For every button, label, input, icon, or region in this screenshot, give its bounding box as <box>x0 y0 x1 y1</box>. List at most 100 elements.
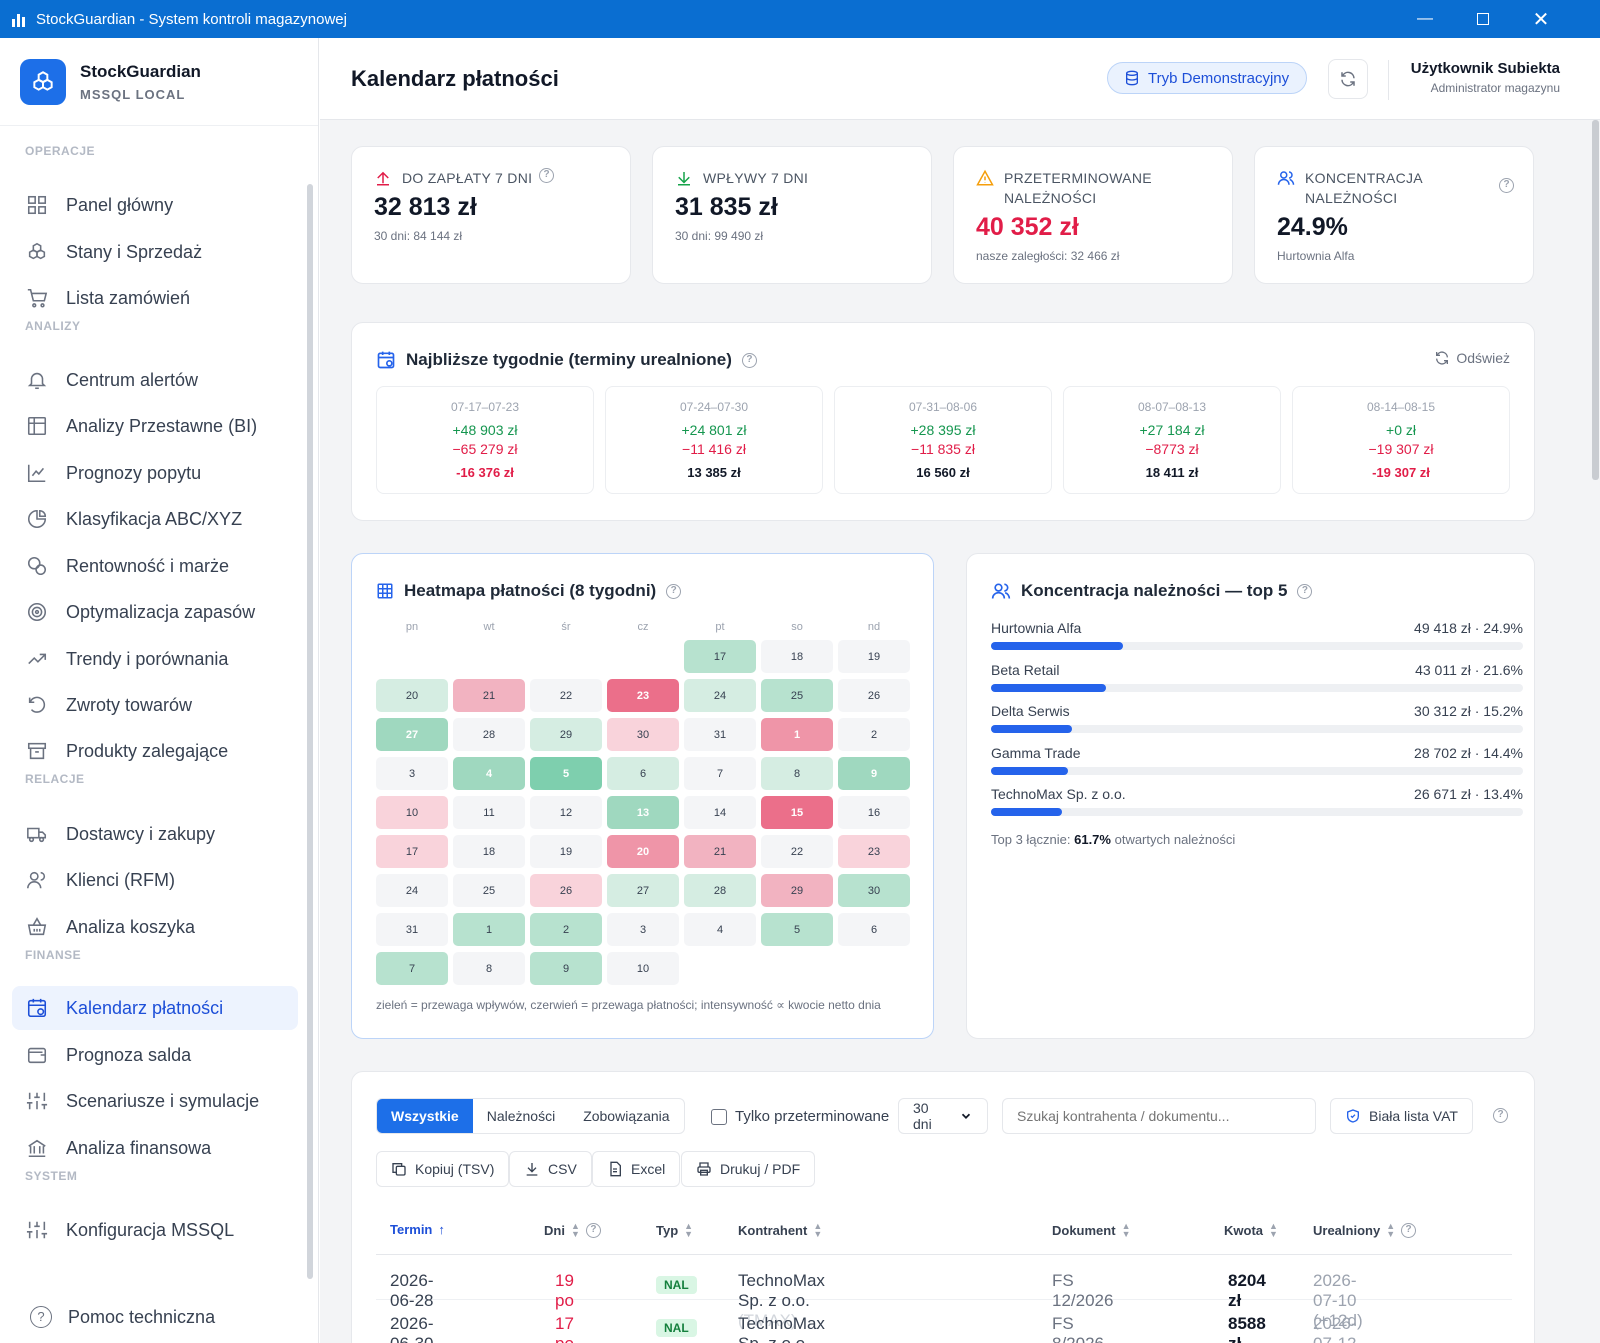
sidebar-item-zwroty-towar-w[interactable]: Zwroty towarów <box>12 683 298 727</box>
heatmap-day-cell[interactable]: 5 <box>761 913 833 946</box>
weeks-refresh-button[interactable]: Odśwież <box>1434 350 1510 366</box>
sidebar-item-panel-g-wny[interactable]: Panel główny <box>12 183 298 227</box>
main-scrollbar[interactable] <box>1592 120 1599 480</box>
sidebar-item-kalendarz-p-atno-ci[interactable]: Kalendarz płatności <box>12 986 298 1030</box>
heatmap-day-cell[interactable]: 16 <box>838 796 910 829</box>
export-button[interactable]: CSV <box>509 1151 592 1187</box>
sidebar-item-dostawcy-i-zakupy[interactable]: Dostawcy i zakupy <box>12 812 298 856</box>
heatmap-day-cell[interactable]: 9 <box>838 757 910 790</box>
heatmap-day-cell[interactable]: 9 <box>530 952 602 985</box>
heatmap-day-cell[interactable]: 27 <box>376 718 448 751</box>
heatmap-day-cell[interactable]: 13 <box>607 796 679 829</box>
heatmap-day-cell[interactable]: 27 <box>607 874 679 907</box>
heatmap-day-cell[interactable]: 24 <box>376 874 448 907</box>
minimize-button[interactable]: — <box>1417 10 1433 27</box>
help-icon[interactable]: ? <box>1401 1222 1417 1238</box>
column-header[interactable]: Typ ▲ ▼ <box>656 1222 693 1239</box>
heatmap-day-cell[interactable]: 19 <box>838 640 910 673</box>
sidebar-item-optymalizacja-zapas-w[interactable]: Optymalizacja zapasów <box>12 590 298 634</box>
heatmap-day-cell[interactable]: 4 <box>684 913 756 946</box>
export-button[interactable]: Excel <box>592 1151 681 1187</box>
close-button[interactable]: ✕ <box>1532 8 1550 31</box>
help-icon[interactable]: ? <box>539 168 554 183</box>
sidebar-item-klienci-rfm[interactable]: Klienci (RFM) <box>12 858 298 902</box>
refresh-button[interactable] <box>1328 59 1368 99</box>
heatmap-day-cell[interactable]: 3 <box>607 913 679 946</box>
sidebar-item-analiza-finansowa[interactable]: Analiza finansowa <box>12 1126 298 1170</box>
user-info[interactable]: Użytkownik Subiekta Administrator magazy… <box>1411 60 1560 95</box>
sidebar-item-analizy-przestawne-bi[interactable]: Analizy Przestawne (BI) <box>12 404 298 448</box>
sidebar-item-rentowno-i-mar-e[interactable]: Rentowność i marże <box>12 544 298 588</box>
heatmap-day-cell[interactable]: 7 <box>684 757 756 790</box>
heatmap-day-cell[interactable]: 22 <box>530 679 602 712</box>
heatmap-day-cell[interactable]: 22 <box>761 835 833 868</box>
sidebar-item-produkty-zalegaj-ce[interactable]: Produkty zalegające <box>12 729 298 773</box>
column-header[interactable]: Kontrahent ▲ ▼ <box>738 1222 822 1239</box>
heatmap-day-cell[interactable]: 3 <box>376 757 448 790</box>
sidebar-item-analiza-koszyka[interactable]: Analiza koszyka <box>12 905 298 949</box>
sidebar-item-klasyfikacja-abc-xyz[interactable]: Klasyfikacja ABC/XYZ <box>12 497 298 541</box>
heatmap-day-cell[interactable]: 31 <box>376 913 448 946</box>
help-icon[interactable]: ? <box>666 583 682 599</box>
help-icon[interactable]: ? <box>741 352 757 368</box>
heatmap-day-cell[interactable]: 5 <box>530 757 602 790</box>
heatmap-day-cell[interactable]: 17 <box>376 835 448 868</box>
heatmap-day-cell[interactable]: 2 <box>530 913 602 946</box>
sidebar-item-prognoza-salda[interactable]: Prognoza salda <box>12 1033 298 1077</box>
period-select[interactable]: 30 dni <box>898 1098 988 1134</box>
heatmap-day-cell[interactable]: 26 <box>838 679 910 712</box>
sidebar-item-konfiguracja-mssql[interactable]: Konfiguracja MSSQL <box>12 1208 298 1252</box>
tab-payables[interactable]: Zobowiązania <box>583 1108 670 1124</box>
vat-whitelist-button[interactable]: Biała lista VAT <box>1330 1098 1473 1134</box>
heatmap-day-cell[interactable]: 24 <box>684 679 756 712</box>
heatmap-day-cell[interactable]: 8 <box>761 757 833 790</box>
help-link[interactable]: ? Pomoc techniczna <box>30 1306 215 1328</box>
export-button[interactable]: Drukuj / PDF <box>681 1151 816 1187</box>
heatmap-day-cell[interactable]: 15 <box>761 796 833 829</box>
heatmap-day-cell[interactable]: 6 <box>607 757 679 790</box>
heatmap-day-cell[interactable]: 28 <box>684 874 756 907</box>
heatmap-day-cell[interactable]: 12 <box>530 796 602 829</box>
help-icon[interactable]: ? <box>1493 1108 1508 1123</box>
heatmap-day-cell[interactable]: 20 <box>376 679 448 712</box>
search-input[interactable] <box>1002 1098 1316 1134</box>
heatmap-day-cell[interactable]: 19 <box>530 835 602 868</box>
heatmap-day-cell[interactable]: 7 <box>376 952 448 985</box>
heatmap-day-cell[interactable]: 18 <box>453 835 525 868</box>
help-icon[interactable]: ? <box>1499 178 1514 193</box>
heatmap-day-cell[interactable]: 10 <box>607 952 679 985</box>
heatmap-day-cell[interactable]: 30 <box>607 718 679 751</box>
heatmap-day-cell[interactable]: 1 <box>761 718 833 751</box>
heatmap-day-cell[interactable]: 20 <box>607 835 679 868</box>
heatmap-day-cell[interactable]: 31 <box>684 718 756 751</box>
heatmap-day-cell[interactable]: 21 <box>684 835 756 868</box>
column-header[interactable]: Kwota ▲ ▼ <box>1224 1222 1278 1239</box>
maximize-button[interactable] <box>1454 0 1512 38</box>
heatmap-day-cell[interactable]: 17 <box>684 640 756 673</box>
heatmap-day-cell[interactable]: 18 <box>761 640 833 673</box>
heatmap-day-cell[interactable]: 25 <box>453 874 525 907</box>
overdue-filter[interactable]: Tylko przeterminowane <box>711 1108 889 1125</box>
sidebar-item-lista-zam-wie[interactable]: Lista zamówień <box>12 276 298 320</box>
sidebar-item-prognozy-popytu[interactable]: Prognozy popytu <box>12 451 298 495</box>
tab-receivables[interactable]: Należności <box>486 1108 556 1124</box>
sidebar-item-stany-i-sprzeda[interactable]: Stany i Sprzedaż <box>12 230 298 274</box>
sidebar-item-centrum-alert-w[interactable]: Centrum alertów <box>12 358 298 402</box>
heatmap-day-cell[interactable]: 30 <box>838 874 910 907</box>
heatmap-day-cell[interactable]: 14 <box>684 796 756 829</box>
heatmap-day-cell[interactable]: 1 <box>453 913 525 946</box>
heatmap-day-cell[interactable]: 8 <box>453 952 525 985</box>
export-button[interactable]: Kopiuj (TSV) <box>376 1151 510 1187</box>
demo-mode-badge[interactable]: Tryb Demonstracyjny <box>1107 62 1307 94</box>
column-header[interactable]: Urealniony ▲ ▼? <box>1313 1222 1417 1239</box>
heatmap-day-cell[interactable]: 29 <box>761 874 833 907</box>
sidebar-item-trendy-i-por-wnania[interactable]: Trendy i porównania <box>12 637 298 681</box>
heatmap-day-cell[interactable]: 10 <box>376 796 448 829</box>
help-icon[interactable]: ? <box>585 1222 601 1238</box>
sidebar-item-scenariusze-i-symulacje[interactable]: Scenariusze i symulacje <box>12 1079 298 1123</box>
tab-all[interactable]: Wszystkie <box>377 1099 473 1133</box>
column-header[interactable]: Dokument ▲ ▼ <box>1052 1222 1130 1239</box>
help-icon[interactable]: ? <box>1297 583 1313 599</box>
heatmap-day-cell[interactable]: 29 <box>530 718 602 751</box>
heatmap-day-cell[interactable]: 21 <box>453 679 525 712</box>
